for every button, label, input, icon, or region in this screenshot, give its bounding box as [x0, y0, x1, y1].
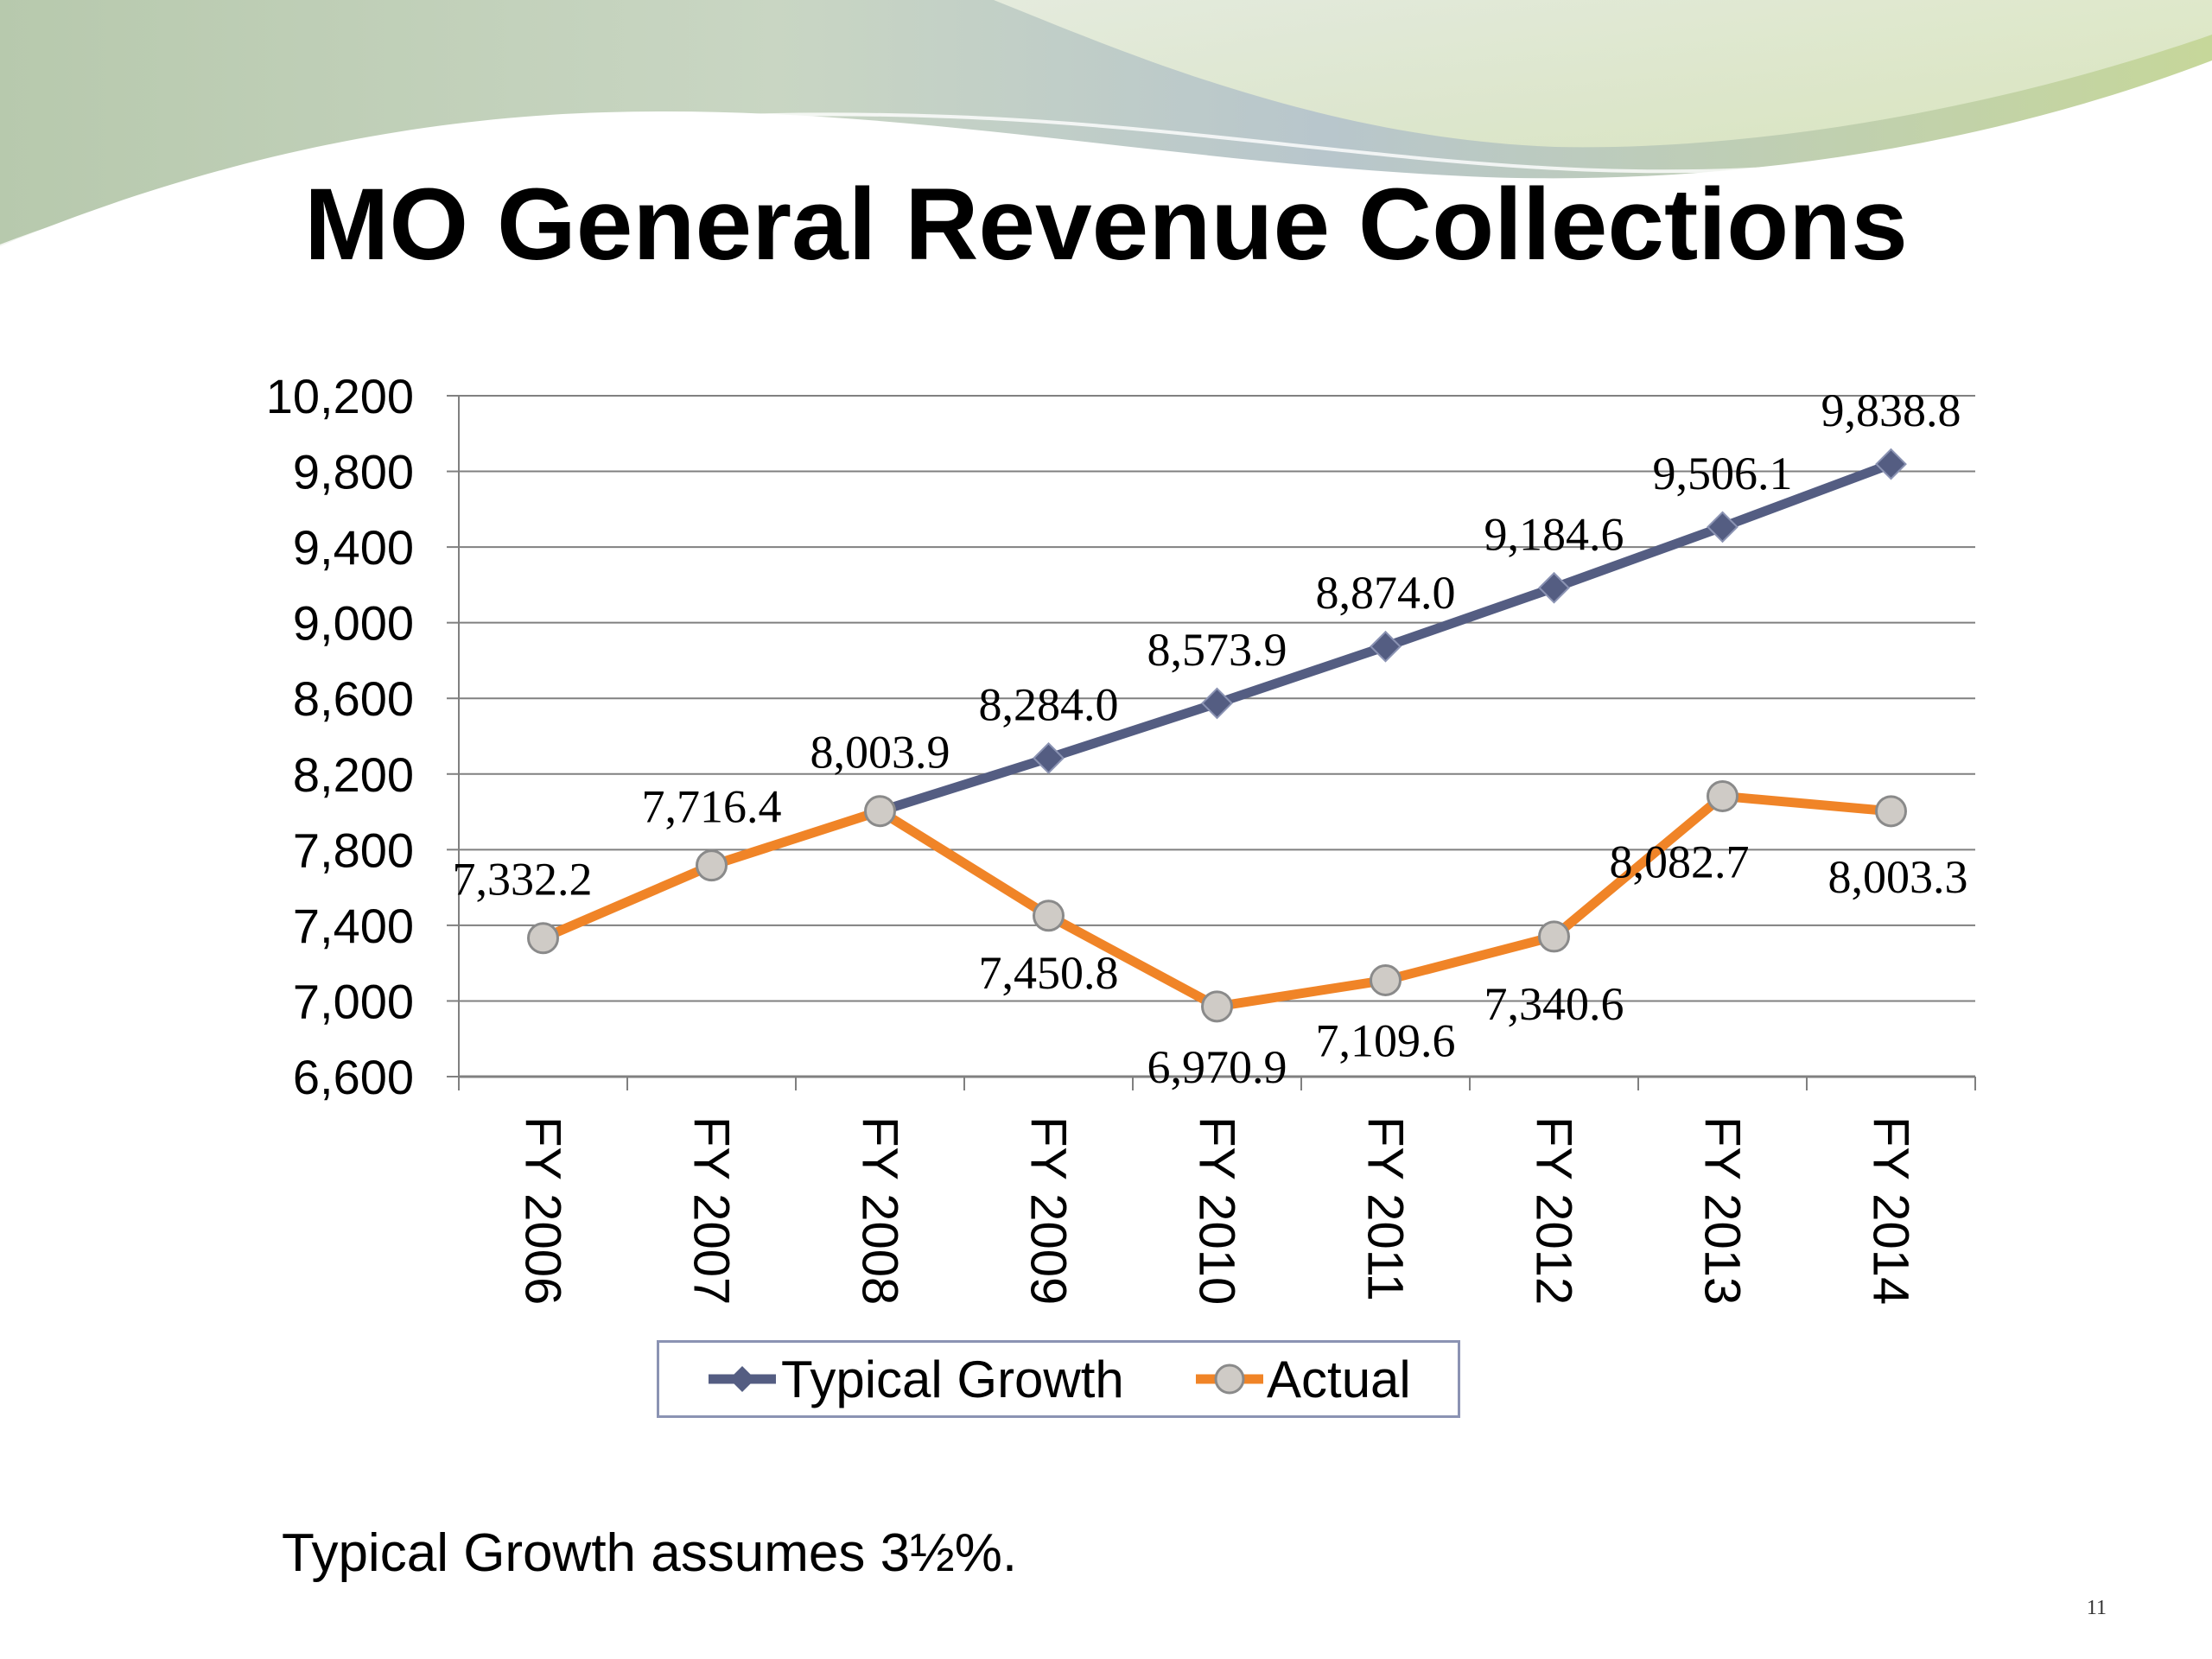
- series: [527, 448, 1907, 1023]
- axes: 6,600 7,000 7,400 7,800 8,200 8,600 9,000 9,400…: [266, 369, 1976, 1305]
- typical-growth-point: [1707, 511, 1738, 543]
- header-swoosh-light: [994, 0, 2212, 148]
- legend-label-typical-growth: Typical Growth: [781, 1351, 1124, 1408]
- x-tick-label: FY 2006: [515, 1116, 571, 1305]
- header-swoosh-line: [0, 67, 2212, 248]
- x-tick-label: FY 2009: [1020, 1116, 1077, 1305]
- data-labels: 8,284.0 8,573.9 8,874.0 9,184.6 9,506.1 9,838…: [453, 385, 1968, 1093]
- x-tick-label: FY 2014: [1863, 1116, 1919, 1305]
- y-tick-label: 9,400: [293, 520, 414, 575]
- actual-point: [1370, 963, 1402, 996]
- legend-label-actual: Actual: [1267, 1351, 1411, 1408]
- legend-entries: Typical Growth Actual: [709, 1351, 1411, 1408]
- typical-growth-point: [1875, 448, 1907, 480]
- x-tick-label: FY 2013: [1694, 1116, 1751, 1305]
- y-tick-label: 10,200: [266, 369, 414, 423]
- actual-data-label: 8,003.3: [1828, 851, 1968, 903]
- actual-data-label: 7,716.4: [642, 781, 782, 833]
- actual-point: [864, 795, 896, 828]
- typical-growth-data-label: 9,506.1: [1653, 448, 1793, 499]
- actual-point: [1707, 779, 1738, 812]
- actual-point: [1875, 795, 1907, 828]
- typical-growth-data-label: 8,573.9: [1147, 624, 1287, 676]
- actual-point: [1538, 920, 1570, 953]
- y-tick-label: 7,400: [293, 899, 414, 953]
- actual-data-label: 8,082.7: [1610, 836, 1750, 887]
- typical-growth-point: [1201, 687, 1233, 720]
- x-tick-label: FY 2012: [1526, 1116, 1582, 1305]
- x-tick-label: FY 2008: [852, 1116, 908, 1305]
- y-tick-label: 9,000: [293, 596, 414, 651]
- x-tick-label: FY 2011: [1357, 1116, 1414, 1301]
- typical-growth-point: [1033, 741, 1065, 774]
- chart-legend: [657, 1340, 1460, 1418]
- y-tick-label: 6,600: [293, 1050, 414, 1104]
- actual-point: [527, 922, 559, 955]
- y-tick-label: 9,800: [293, 445, 414, 499]
- legend-actual-marker: [1214, 1363, 1245, 1395]
- typical-growth-point: [1538, 571, 1570, 604]
- actual-point: [1033, 899, 1065, 932]
- x-tick-label: FY 2010: [1189, 1116, 1245, 1305]
- typical-growth-data-label: 8,874.0: [1316, 567, 1456, 619]
- actual-data-label: 7,450.8: [979, 947, 1119, 999]
- actual-point: [1201, 990, 1233, 1023]
- typical-growth-data-label: 9,184.6: [1484, 508, 1624, 560]
- actual-data-label: 6,970.9: [1147, 1041, 1287, 1093]
- legend-typical-growth-marker: [729, 1366, 755, 1392]
- slide-title: MO General Revenue Collections: [304, 168, 1908, 282]
- y-tick-label: 8,200: [293, 747, 414, 802]
- y-tick-label: 7,000: [293, 974, 414, 1028]
- actual-data-label: 7,340.6: [1484, 978, 1624, 1030]
- y-tick-label: 7,800: [293, 823, 414, 877]
- x-tick-label: FY 2007: [683, 1116, 740, 1305]
- page-number: 11: [2086, 1597, 2107, 1619]
- actual-data-label: 7,332.2: [453, 854, 593, 906]
- y-tick-label: 8,600: [293, 671, 414, 726]
- typical-growth-data-label: 8,284.0: [979, 678, 1119, 730]
- typical-growth-point: [1370, 630, 1402, 663]
- actual-data-label: 7,109.6: [1316, 1014, 1456, 1066]
- actual-point: [696, 849, 728, 882]
- actual-data-label: 8,003.9: [810, 727, 950, 779]
- typical-growth-data-label: 9,838.8: [1821, 385, 1961, 436]
- footnote: Typical Growth assumes 3½%.: [282, 1523, 1018, 1583]
